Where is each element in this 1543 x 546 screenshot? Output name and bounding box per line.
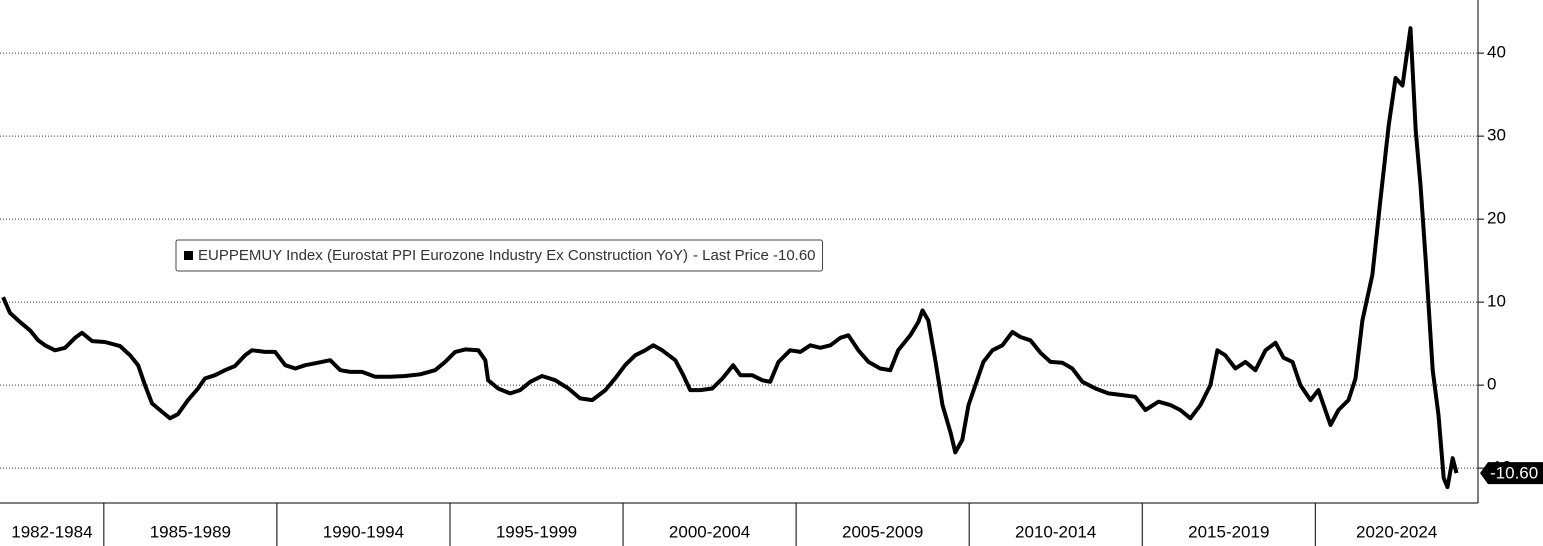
x-tick-label: 1985-1989 — [150, 522, 231, 541]
legend-swatch — [184, 251, 193, 260]
x-tick-label: 2005-2009 — [842, 522, 923, 541]
x-tick-label: 2015-2019 — [1188, 522, 1269, 541]
y-tick-label: 10 — [1487, 292, 1506, 311]
legend: EUPPEMUY Index (Eurostat PPI Eurozone In… — [175, 239, 824, 272]
y-tick-label: 30 — [1487, 126, 1506, 145]
data-line — [1, 26, 1459, 490]
y-tick-label: 20 — [1487, 209, 1506, 228]
legend-detail: - Last Price -10.60 — [693, 247, 816, 264]
last-value-tag — [1480, 462, 1543, 485]
x-tick-label: 2020-2024 — [1356, 522, 1437, 541]
x-tick-label: 2000-2004 — [669, 522, 750, 541]
y-tick-label: 40 — [1487, 43, 1506, 62]
x-tick-label: 1982-1984 — [11, 522, 92, 541]
x-tick-label: 1995-1999 — [496, 522, 577, 541]
last-value-label: -10.60 — [1490, 464, 1538, 483]
legend-box — [175, 239, 824, 272]
x-tick-label: 2010-2014 — [1015, 522, 1096, 541]
x-tick-label: 1990-1994 — [323, 522, 404, 541]
legend-text: EUPPEMUY Index (Eurostat PPI Eurozone In… — [198, 247, 816, 264]
legend-series-name: EUPPEMUY Index (Eurostat PPI Eurozone In… — [198, 247, 688, 264]
y-tick-label: 0 — [1487, 375, 1496, 394]
